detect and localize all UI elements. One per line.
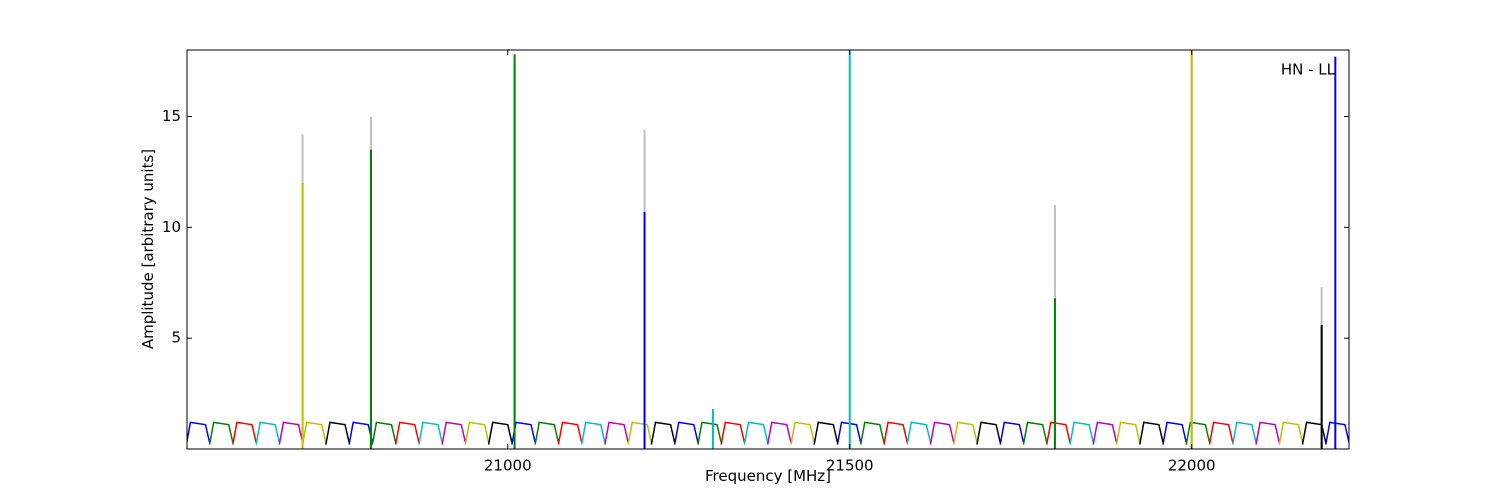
y-tick-label: 5 (171, 329, 181, 347)
y-tick-label: 10 (162, 218, 181, 236)
spectrum-line (301, 421, 1304, 445)
x-tick-label: 21500 (826, 457, 874, 475)
x-tick-label: 22000 (1168, 457, 1216, 475)
x-tick-label: 21000 (484, 457, 532, 475)
x-axis-label: Frequency [MHz] (705, 467, 831, 485)
spectrum-line (208, 421, 1211, 445)
spectrum-line (232, 421, 1234, 445)
plot-area (187, 50, 1349, 449)
plot-frame (186, 49, 1350, 450)
y-tick-label: 15 (162, 107, 181, 125)
y-axis-label: Amplitude [arbitrary units] (139, 149, 157, 349)
spectrum-line (278, 421, 1280, 445)
spectrum-line (325, 421, 1327, 445)
spectrum-line (255, 421, 1257, 445)
annotation: HN - LL (1281, 61, 1336, 79)
